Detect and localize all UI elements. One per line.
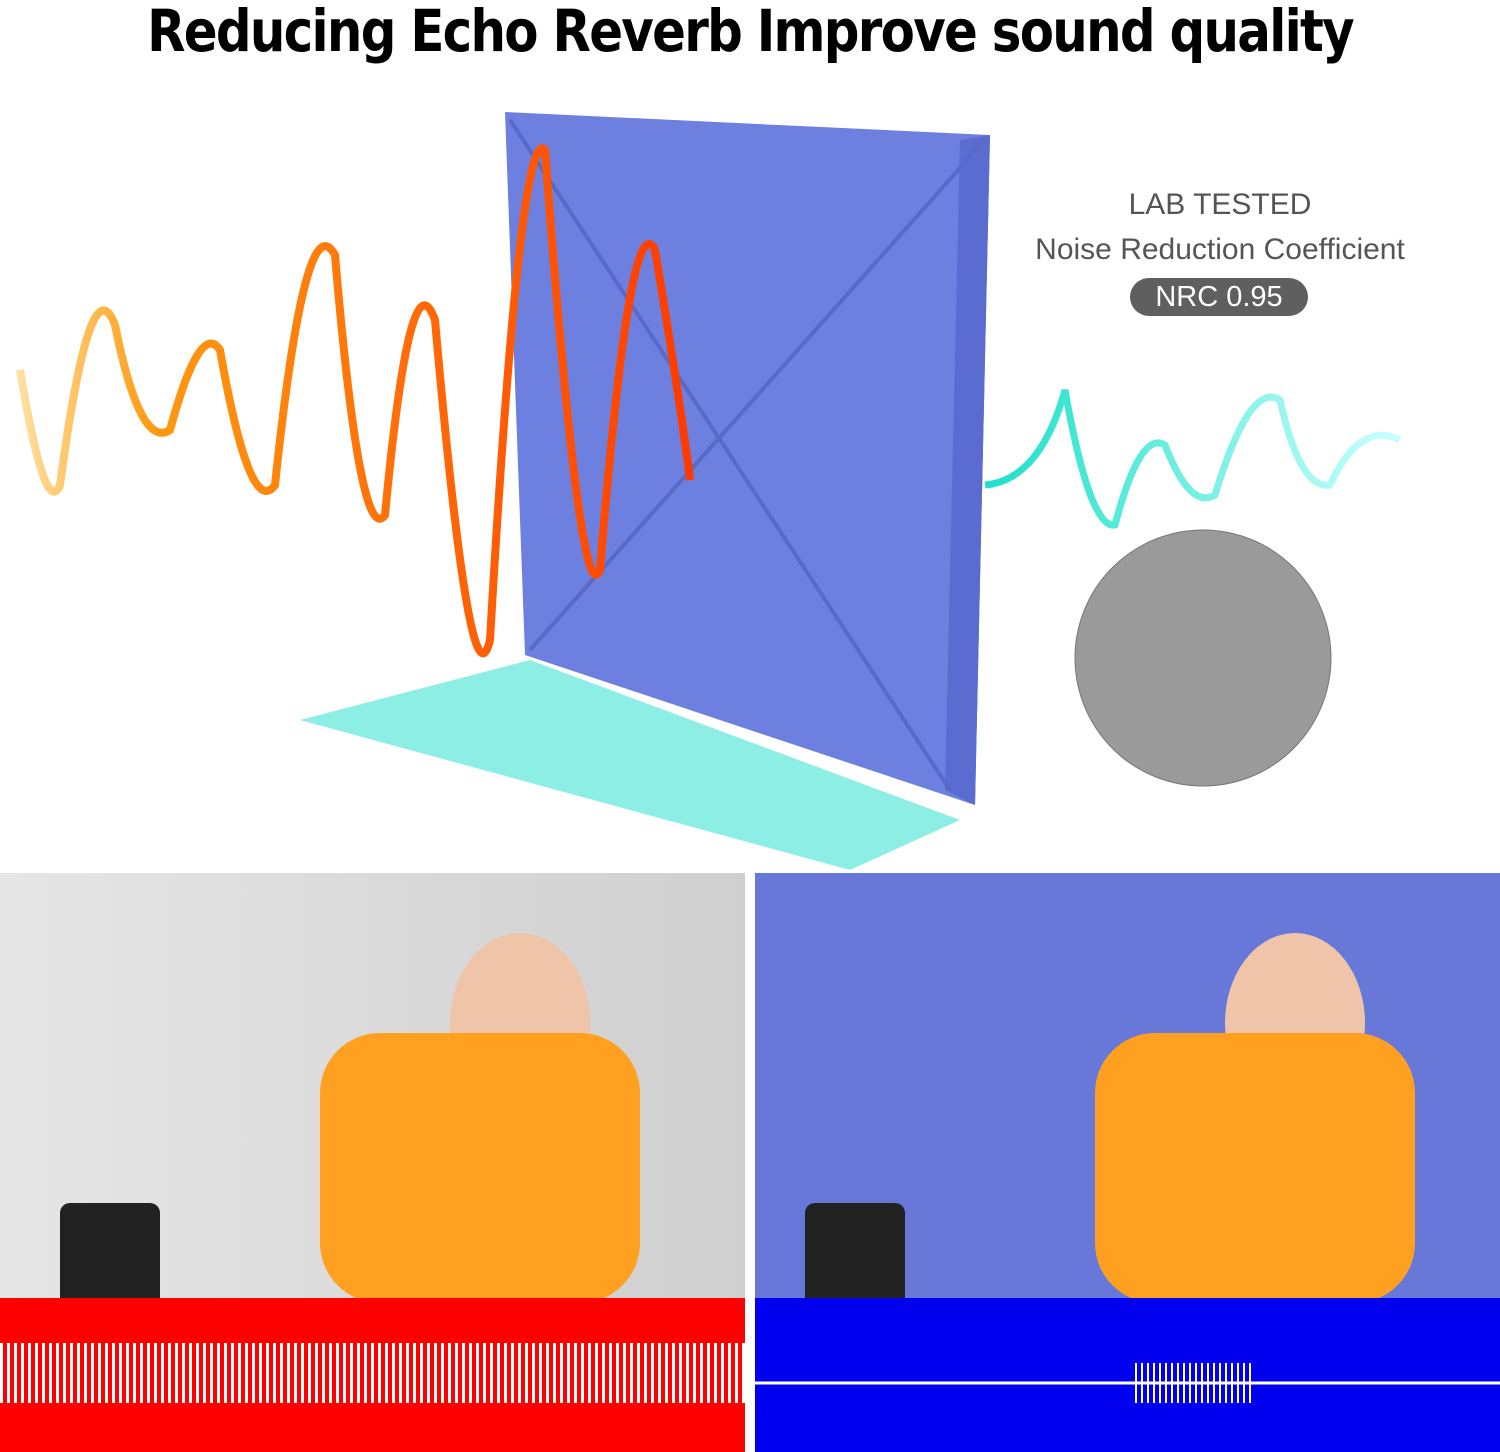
acoustic-panel	[505, 112, 990, 805]
lab-tested-label: LAB TESTED	[1128, 188, 1312, 221]
incoming-sound-wave	[16, 144, 694, 658]
absorbed-sound-wave	[984, 389, 1402, 529]
nrc-badge: NRC 0.95	[1130, 278, 1308, 316]
floor-reflection	[300, 660, 960, 870]
acoustic-panel-illustration	[16, 112, 1402, 870]
nrc-description: Noise Reduction Coefficient	[1035, 233, 1405, 266]
without-panel-scene	[0, 873, 745, 1452]
page-title: Reducing Echo Reverb Improve sound quali…	[147, 0, 1355, 65]
clean-waveform	[755, 1298, 1500, 1452]
fiber-closeup	[1074, 529, 1332, 787]
with-panel-scene	[755, 873, 1500, 1452]
